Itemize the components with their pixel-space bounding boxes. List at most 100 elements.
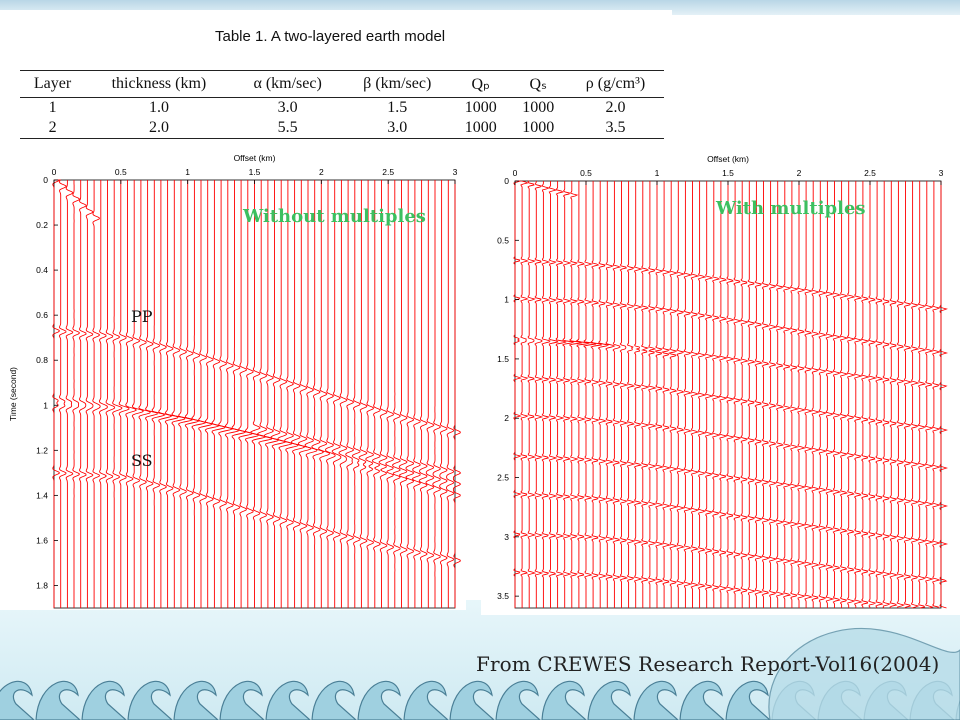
seismic-trace [868,181,877,609]
seismic-trace [138,180,151,608]
seismic-trace [882,181,892,609]
seismic-trace [131,180,145,608]
model-table-panel: Table 1. A two-layered earth model Layer… [0,10,672,146]
seismogram-chart-without-multiples: 0 0.5 1 1.5 2 2.5 3 0 0.2 0.4 0.6 0.8 1 1.2 1.4 1.6 1.8 O… [8,153,462,609]
table-cell: 5.5 [277,119,298,136]
y-tick-label: 1 [43,400,48,410]
seismic-trace [105,180,116,608]
y-tick-label: 1.4 [36,490,48,500]
table-cell: 1.5 [387,99,408,116]
wave-decoration [35,680,81,720]
seismic-trace [85,180,94,608]
seismic-trace [811,181,821,608]
seismic-trace [605,181,616,608]
table-row: 2 2.0 5.5 3.0 1000 1000 3.5 [20,118,664,139]
seismic-trace [365,180,375,608]
seismic-trace [231,180,247,608]
seismic-trace [204,180,220,608]
y-tick-label: 1.5 [497,354,509,364]
x-axis-label: Offset (km) [234,153,276,163]
x-tick-label: 1.5 [722,168,734,178]
y-tick-label: 0.4 [36,265,48,275]
seismic-trace [768,181,778,608]
seismic-trace [358,180,368,608]
seismic-trace [917,181,927,609]
wave-decoration [633,680,679,720]
seismic-trace [825,181,835,608]
seismic-trace [263,180,280,608]
seismic-trace [626,181,636,608]
seismic-trace [125,180,138,608]
seismic-trace [704,181,714,608]
seismic-trace [648,181,657,608]
seismic-trace [184,180,200,608]
x-tick-label: 0 [513,168,518,178]
seismic-trace [446,180,455,608]
seismic-trace [158,180,173,608]
chart-title: Without multiples [242,206,426,227]
y-tick-label: 2.5 [497,473,509,483]
seismic-trace [590,181,602,608]
table-header-cell: Layer [33,75,72,92]
seismic-trace [697,181,707,608]
seismic-trace [640,181,650,608]
seismic-trace [527,180,537,608]
seismic-trace [98,180,109,608]
y-tick-label: 1 [504,295,509,305]
y-tick-label: 1.6 [36,535,48,545]
seismic-trace [452,180,462,608]
table-caption: Table 1. A two-layered earth model [215,28,446,45]
dragon-decoration [768,628,960,720]
table-row: 1 1.0 3.0 1.5 1000 1000 2.0 [20,98,664,119]
seismic-trace [52,179,61,608]
seismic-trace [65,180,74,608]
y-tick-label: 2 [504,413,509,423]
seismic-trace [425,180,435,608]
wave-decoration [403,680,449,720]
seismic-trace [754,181,764,608]
seismic-trace [818,181,828,608]
table-cell: 3.0 [277,99,298,116]
seismic-trace [782,181,792,608]
seismic-trace [351,180,361,608]
seismic-trace [619,181,629,608]
seismic-trace [418,180,428,608]
wave-decoration [311,680,357,720]
seismic-trace [92,180,101,608]
table-header-cell: thickness (km) [111,75,207,92]
seismic-trace [583,181,597,608]
seismic-trace [903,181,913,609]
x-tick-label: 2 [319,167,324,177]
seismic-trace [797,181,807,608]
x-tick-label: 2.5 [864,168,876,178]
seismic-trace [144,180,158,608]
y-tick-label: 0 [43,175,48,185]
seismic-trace [290,180,306,608]
seismic-trace [118,180,130,608]
seismic-trace [331,180,342,608]
seismic-trace [733,181,743,608]
y-tick-label: 0.8 [36,355,48,365]
seismic-trace [72,180,81,608]
seismic-trace [520,180,529,608]
seismic-trace [561,181,575,608]
seismic-trace [277,180,292,608]
wave-decoration [725,680,771,720]
x-tick-label: 2.5 [382,167,394,177]
seismic-trace [676,181,686,608]
wave-decoration [173,680,219,720]
table-header-cell: Qₚ [471,76,490,93]
table-cell: 1000 [464,119,497,136]
table-cell: 1000 [522,99,555,116]
seismic-trace [112,180,123,608]
x-tick-label: 0.5 [580,168,592,178]
seismic-trace [775,181,785,608]
seismic-trace [432,180,442,608]
seismogram-with-multiples: 0 0.5 1 1.5 2 2.5 3 0 0.5 1 1.5 2 2.5 3 3.5 Offset (km)… [481,150,960,615]
wave-decoration [265,680,311,720]
table-header-cell: Qₛ [529,76,547,93]
seismic-trace [250,180,267,608]
x-tick-label: 0 [52,167,57,177]
y-tick-label: 0 [504,176,509,186]
seismic-trace [761,181,771,608]
